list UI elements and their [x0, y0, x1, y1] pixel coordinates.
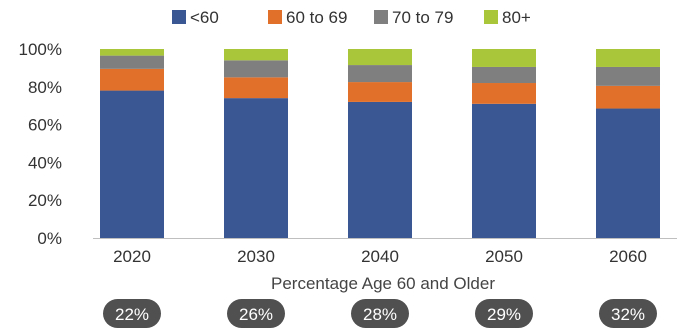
x-tick-label: 2050 [485, 247, 523, 266]
legend-swatch [268, 10, 282, 24]
annotation-pills: 22% 26% 28% 29% 32% [103, 299, 657, 328]
annotation-pill-label: 29% [487, 305, 521, 324]
bar-segment [224, 77, 288, 99]
bars-group [100, 49, 660, 238]
bar-segment [596, 108, 660, 238]
annotation-pill-label: 22% [115, 305, 149, 324]
y-tick-label: 40% [28, 153, 62, 172]
bar-segment [224, 60, 288, 78]
y-tick-label: 100% [19, 40, 62, 59]
bar-segment [348, 65, 412, 83]
x-axis-title: Percentage Age 60 and Older [271, 274, 495, 293]
bar-segment [100, 68, 164, 91]
x-tick-label: 2060 [609, 247, 647, 266]
annotation-pill-label: 32% [611, 305, 645, 324]
bar-segment [596, 66, 660, 86]
annotation-pill [599, 299, 657, 328]
bar-segment [348, 101, 412, 238]
legend-label: <60 [190, 8, 219, 27]
bar-segment [472, 103, 536, 238]
bar-segment [472, 66, 536, 84]
annotation-pill [475, 299, 533, 328]
legend-label: 60 to 69 [286, 8, 347, 27]
y-tick-label: 0% [37, 229, 62, 248]
bar-segment [472, 83, 536, 104]
x-tick-label: 2040 [361, 247, 399, 266]
bar-segment [100, 55, 164, 69]
annotation-pill-label: 26% [239, 305, 273, 324]
bar-segment [100, 49, 164, 56]
legend-label: 80+ [502, 8, 531, 27]
x-axis: 2020 2030 2040 2050 2060 [113, 247, 647, 266]
annotation-pill [103, 299, 161, 328]
chart-legend: <60 60 to 69 70 to 79 80+ [172, 8, 531, 27]
legend-swatch [172, 10, 186, 24]
legend-swatch [374, 10, 388, 24]
y-axis: 0% 20% 40% 60% 80% 100% [19, 40, 62, 248]
annotation-pill [351, 299, 409, 328]
bar-segment [224, 98, 288, 238]
annotation-pill-label: 28% [363, 305, 397, 324]
bar-segment [100, 90, 164, 238]
bar-segment [596, 49, 660, 67]
bar-segment [348, 82, 412, 102]
legend-swatch [484, 10, 498, 24]
x-tick-label: 2020 [113, 247, 151, 266]
legend-label: 70 to 79 [392, 8, 453, 27]
y-tick-label: 60% [28, 116, 62, 135]
bar-segment [348, 49, 412, 66]
bar-segment [224, 49, 288, 61]
y-tick-label: 20% [28, 191, 62, 210]
bar-segment [596, 85, 660, 109]
annotation-pill [227, 299, 285, 328]
x-tick-label: 2030 [237, 247, 275, 266]
y-tick-label: 80% [28, 78, 62, 97]
bar-segment [472, 49, 536, 67]
